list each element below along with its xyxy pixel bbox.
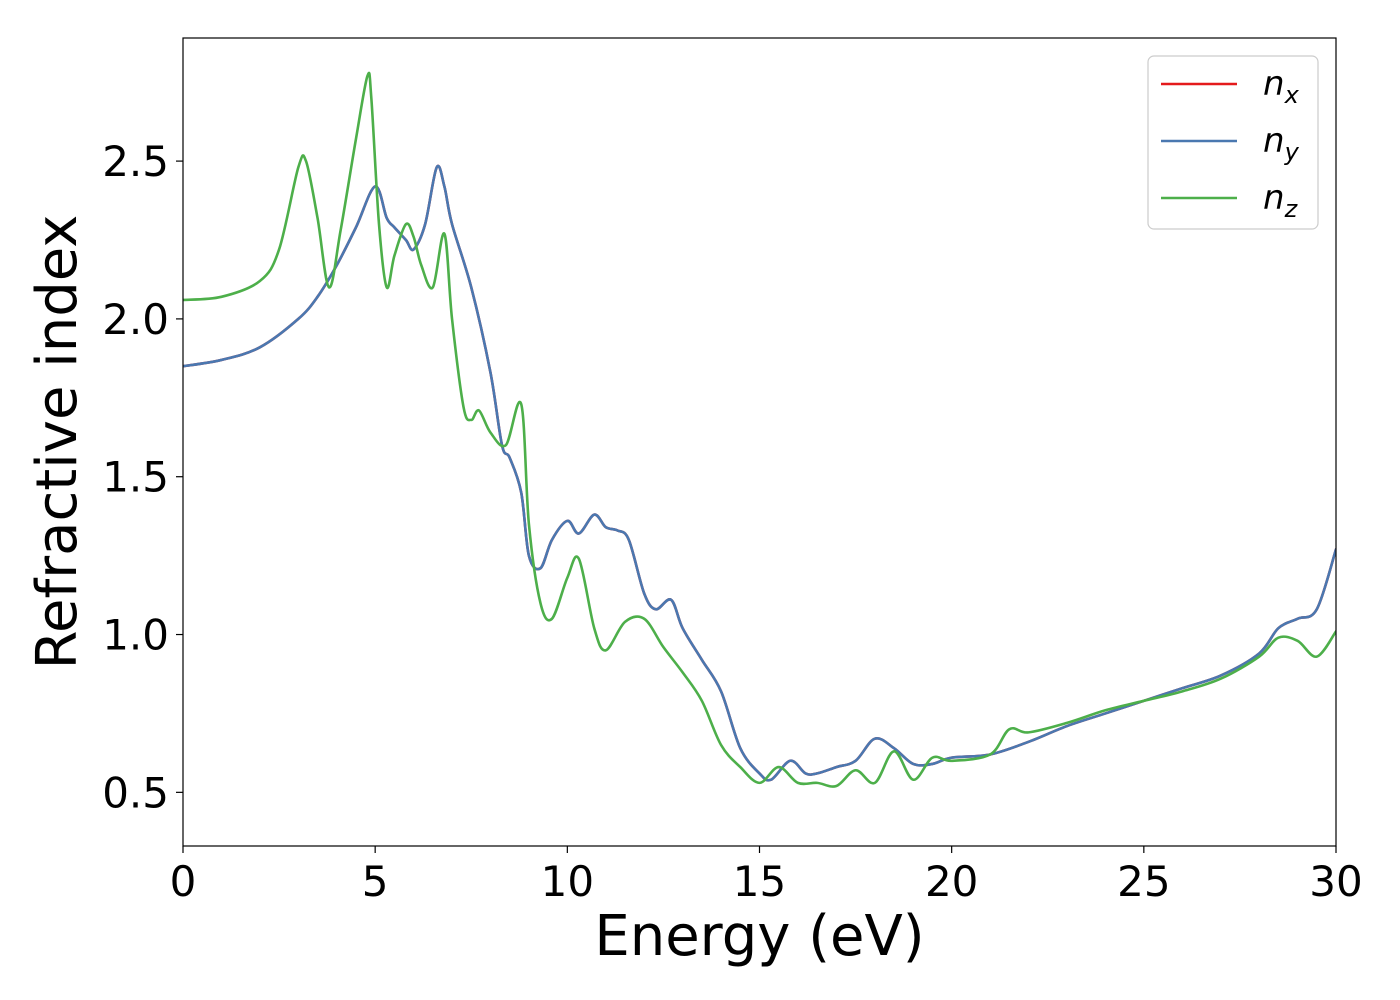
x-axis-title: Energy (eV)	[594, 904, 924, 969]
series-line-n-z	[183, 71, 1336, 788]
x-tick-label: 25	[1117, 857, 1170, 906]
x-axis-ticks: 0 5 10 15 20 25 30	[170, 846, 1363, 906]
y-tick-label: 1.5	[102, 453, 169, 502]
legend-label-base: n	[1263, 64, 1285, 104]
legend-label-sub: z	[1284, 195, 1299, 223]
y-tick-label: 1.0	[102, 611, 169, 660]
x-tick-label: 5	[362, 857, 389, 906]
y-axis-ticks: 0.5 1.0 1.5 2.0 2.5	[102, 137, 183, 817]
legend-label-sub: y	[1284, 138, 1300, 166]
y-tick-label: 2.0	[102, 295, 169, 344]
x-tick-label: 30	[1309, 857, 1362, 906]
legend-label-sub: x	[1284, 81, 1300, 109]
x-tick-label: 10	[541, 857, 594, 906]
x-tick-label: 0	[170, 857, 197, 906]
legend-label-n-z: nz	[1263, 178, 1299, 223]
series-layer	[183, 71, 1336, 788]
y-axis-title: Refractive index	[25, 215, 90, 670]
legend-label-n-x: nx	[1263, 64, 1300, 109]
y-tick-label: 2.5	[102, 137, 169, 186]
legend-label-base: n	[1263, 121, 1285, 161]
y-tick-label: 0.5	[102, 768, 169, 817]
legend-box	[1147, 55, 1319, 230]
series-line-n-y	[183, 164, 1336, 782]
legend-label-n-y: ny	[1263, 121, 1300, 166]
legend-label-base: n	[1263, 178, 1285, 218]
x-tick-label: 20	[925, 857, 978, 906]
x-tick-label: 15	[733, 857, 786, 906]
